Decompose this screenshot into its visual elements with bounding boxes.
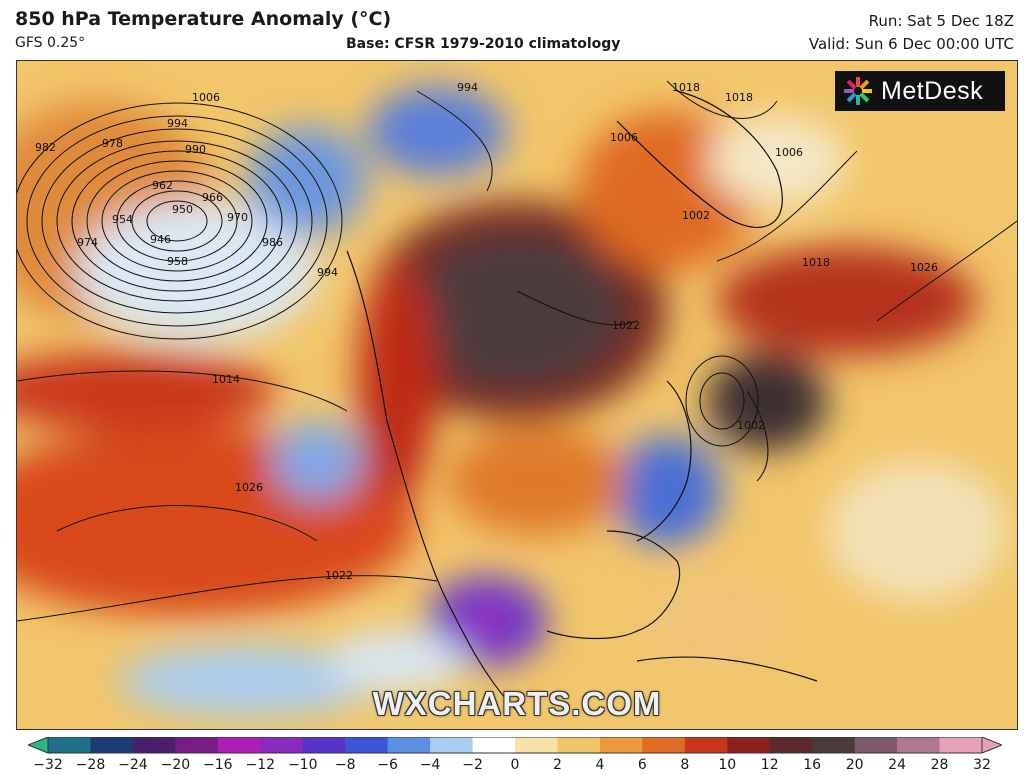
colorbar-arrow-low: [28, 737, 49, 754]
isobar-label-1018: 1018: [672, 81, 700, 94]
colorbar-segment: [727, 737, 771, 753]
colorbar-segment: [472, 737, 516, 753]
isobar-label-970: 970: [227, 211, 248, 224]
anomaly-map: 1006 994 990 982 978 962 966 970 954 950…: [16, 60, 1018, 730]
colorbar-tick-label: −12: [245, 757, 276, 773]
isobar-label-1006b: 1006: [610, 131, 638, 144]
isobar-label-1022: 1022: [325, 569, 353, 582]
isobar-label-1006: 1006: [192, 91, 220, 104]
isobar-label-946: 946: [150, 233, 171, 246]
colorbar-tick-label: −8: [334, 757, 356, 773]
colorbar-segment: [345, 737, 389, 753]
isobar-label-1002: 1002: [682, 209, 710, 222]
isobar-label-1018c: 1018: [802, 256, 830, 269]
pacific-low-isobars: [17, 102, 343, 340]
metdesk-logo-icon: [844, 77, 872, 105]
colorbar-tick-label: 12: [760, 757, 779, 773]
colorbar-tick-label: 16: [803, 757, 822, 773]
anomaly-field: [17, 86, 1007, 716]
isobar-label-966: 966: [202, 191, 223, 204]
colorbar-tick-label: 20: [845, 757, 864, 773]
colorbar-segment: [132, 737, 176, 753]
colorbar-scale: [28, 737, 1002, 754]
colorbar-segment: [769, 737, 813, 753]
colorbar-segment: [260, 737, 304, 753]
isobar-label-1026b: 1026: [910, 261, 938, 274]
colorbar-tick-label: 6: [637, 757, 647, 773]
colorbar: −32 −28 −24 −20 −16 −12 −10 −8 −6 −4 −2 0 2 4 6 8 10 12 16…: [28, 737, 1002, 773]
colorbar-segment: [812, 737, 856, 753]
colorbar-segment: [897, 737, 941, 753]
chart-header: 850 hPa Temperature Anomaly (°C) GFS 0.2…: [0, 0, 1024, 58]
colorbar-segment: [515, 737, 558, 753]
isobar-label-994: 994: [167, 117, 188, 130]
colorbar-tick-label: −28: [75, 757, 106, 773]
colorbar-tick-label: −16: [203, 757, 233, 773]
run-time-label: Run: Sat 5 Dec 18Z: [868, 12, 1014, 30]
colorbar-segment: [387, 737, 431, 753]
colorbar-tick-label: 10: [718, 757, 737, 773]
isobar-label-978: 978: [102, 137, 123, 150]
metdesk-brand: MetDesk: [835, 71, 1005, 111]
isobar-label-962: 962: [152, 179, 173, 192]
colorbar-tick-label: −6: [377, 757, 398, 773]
colorbar-arrow-high: [981, 737, 1002, 754]
colorbar-frame: [47, 737, 983, 754]
colorbar-tick-label: 32: [973, 757, 991, 773]
colorbar-segment: [642, 737, 686, 753]
colorbar-tick-label: −2: [462, 757, 483, 773]
colorbar-tick-label: −32: [33, 757, 63, 773]
colorbar-segment: [302, 737, 346, 753]
colorbar-segment: [684, 737, 728, 753]
colorbar-segment: [599, 737, 643, 753]
isobar-label-1006c: 1006: [775, 146, 803, 159]
colorbar-tick-label: 2: [552, 757, 562, 773]
isobar-labels: 1006 994 990 982 978 962 966 970 954 950…: [35, 81, 938, 582]
colorbar-segment: [939, 737, 983, 753]
coastlines: [346, 90, 818, 712]
colorbar-tick-label: −24: [118, 757, 148, 773]
valid-time-label: Valid: Sun 6 Dec 00:00 UTC: [808, 35, 1014, 53]
colorbar-tick-label: 24: [888, 757, 906, 773]
colorbar-tick-label: 0: [510, 757, 520, 773]
colorbar-segment: [557, 737, 601, 753]
isobar-label-1018b: 1018: [725, 91, 753, 104]
colorbar-segment: [48, 737, 91, 753]
isobar-label-1026: 1026: [235, 481, 263, 494]
isobar-label-990: 990: [185, 143, 206, 156]
isobar-label-954: 954: [112, 213, 133, 226]
colorbar-segment: [854, 737, 898, 753]
colorbar-tick-label: 8: [680, 757, 690, 773]
isobar-label-994b: 994: [317, 266, 338, 279]
colorbar-tick-label: 28: [930, 757, 949, 773]
chart-title: 850 hPa Temperature Anomaly (°C): [15, 8, 392, 30]
colorbar-segment: [175, 737, 219, 753]
isobar-label-950: 950: [172, 203, 193, 216]
wxcharts-watermark: WXCHARTS.COM: [372, 685, 662, 722]
colorbar-tick-label: −20: [160, 757, 191, 773]
isobar-label-1014: 1014: [212, 373, 240, 386]
isobar-label-1002b: 1002: [737, 419, 765, 432]
isobar-label-994c: 994: [457, 81, 478, 94]
isobar-label-986: 986: [262, 236, 283, 249]
isobar-label-974: 974: [77, 236, 98, 249]
colorbar-segment: [90, 737, 134, 753]
colorbar-tick-label: 4: [595, 757, 605, 773]
isobar-label-958: 958: [167, 255, 188, 268]
metdesk-brand-text: MetDesk: [881, 76, 984, 105]
isobar-label-982: 982: [35, 141, 56, 154]
model-label: GFS 0.25°: [15, 35, 86, 51]
colorbar-tick-label: −4: [419, 757, 441, 773]
other-isobars: [17, 80, 1017, 622]
colorbar-tick-label: −10: [287, 757, 318, 773]
base-climatology-label: Base: CFSR 1979-2010 climatology: [346, 36, 621, 52]
colorbar-segment: [430, 737, 474, 753]
isobar-label-1022b: 1022: [612, 319, 640, 332]
map-canvas: 1006 994 990 982 978 962 966 970 954 950…: [17, 61, 1017, 729]
colorbar-segment: [217, 737, 261, 753]
